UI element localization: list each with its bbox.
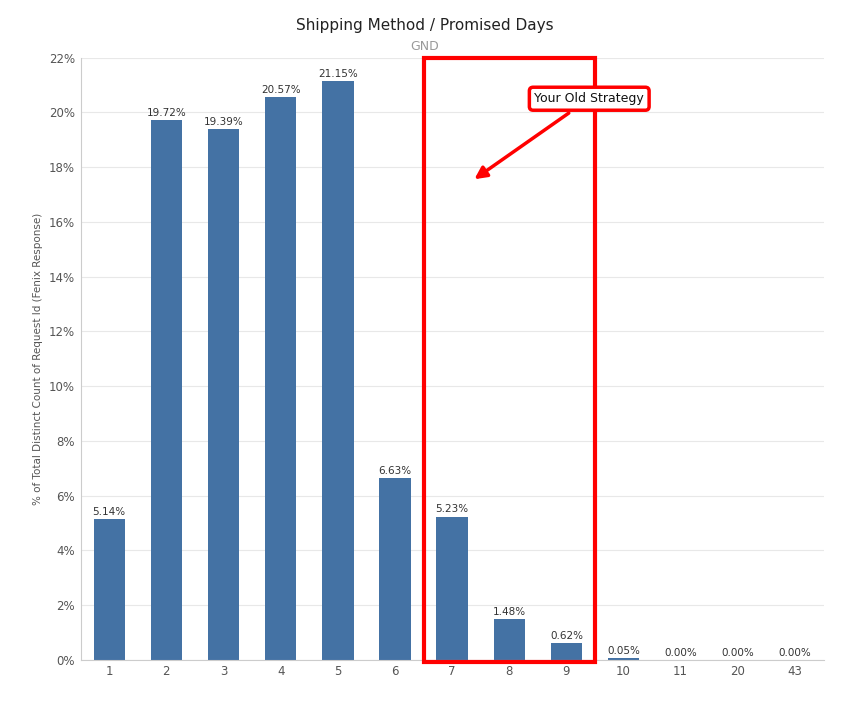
Text: 20.57%: 20.57% bbox=[261, 84, 301, 94]
Text: 0.00%: 0.00% bbox=[779, 647, 812, 658]
Text: Shipping Method / Promised Days: Shipping Method / Promised Days bbox=[295, 18, 554, 33]
Text: 19.39%: 19.39% bbox=[204, 117, 244, 127]
Bar bbox=[493, 619, 525, 660]
Bar bbox=[265, 97, 296, 660]
Bar bbox=[424, 58, 594, 663]
Text: 0.05%: 0.05% bbox=[607, 646, 640, 656]
Text: 21.15%: 21.15% bbox=[318, 68, 357, 79]
Y-axis label: % of Total Distinct Count of Request Id (Fenix Response): % of Total Distinct Count of Request Id … bbox=[33, 213, 43, 505]
Text: 19.72%: 19.72% bbox=[147, 108, 186, 118]
Bar bbox=[436, 516, 468, 660]
Text: 0.00%: 0.00% bbox=[722, 647, 754, 658]
Text: 5.14%: 5.14% bbox=[93, 507, 126, 517]
Bar bbox=[608, 658, 639, 660]
Bar bbox=[208, 129, 239, 660]
Text: Your Old Strategy: Your Old Strategy bbox=[477, 92, 644, 177]
Bar bbox=[380, 478, 411, 660]
Text: 5.23%: 5.23% bbox=[436, 505, 469, 514]
Bar bbox=[551, 642, 582, 660]
Text: 6.63%: 6.63% bbox=[379, 466, 412, 476]
Text: 0.62%: 0.62% bbox=[550, 631, 583, 640]
Bar bbox=[93, 519, 125, 660]
Text: 0.00%: 0.00% bbox=[664, 647, 697, 658]
Text: GND: GND bbox=[410, 40, 439, 53]
Bar bbox=[322, 81, 353, 660]
Bar bbox=[150, 120, 182, 660]
Text: 1.48%: 1.48% bbox=[492, 607, 526, 617]
